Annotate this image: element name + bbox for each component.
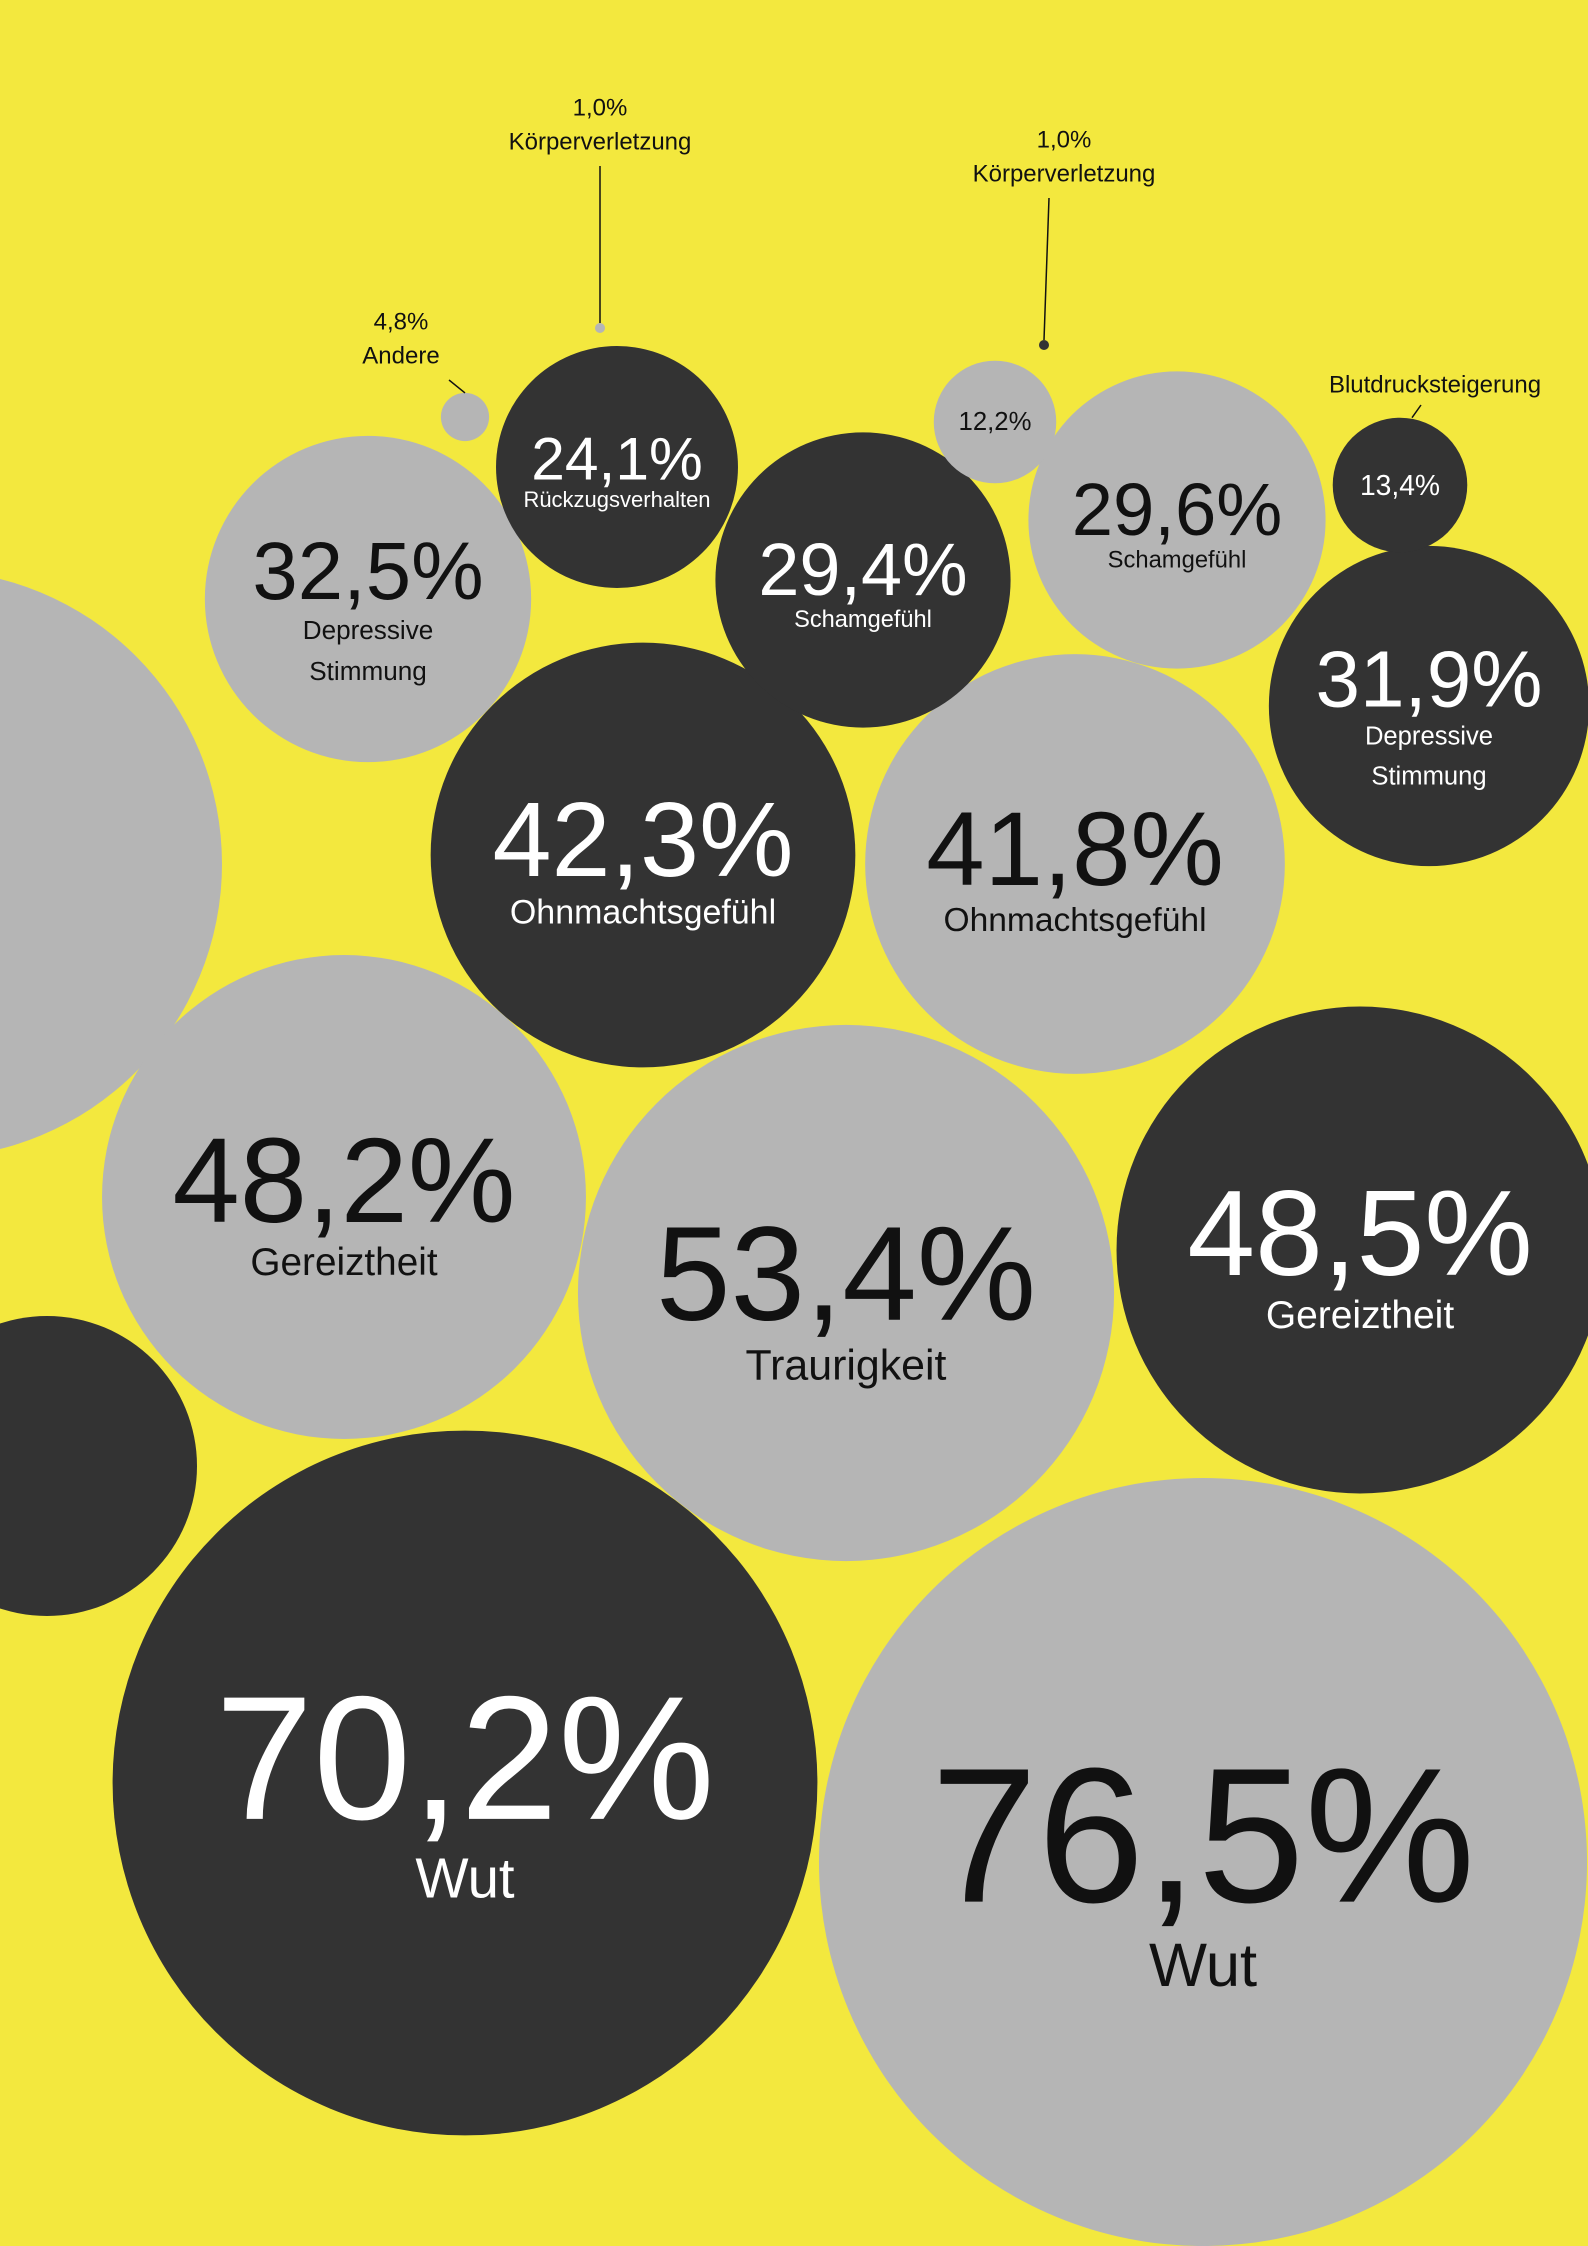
value-label: 29,6% (1072, 468, 1283, 551)
value-label: 4,8% (374, 309, 429, 336)
leader-line (1411, 404, 1422, 419)
bubble (102, 955, 586, 1439)
bubble (1116, 1006, 1588, 1494)
bubble (112, 1430, 818, 2136)
bubble (865, 654, 1285, 1074)
bubble (1332, 417, 1468, 553)
bubble (594, 322, 606, 334)
bubble-label: Wut (1149, 1931, 1257, 2000)
bubble-label: Traurigkeit (746, 1341, 947, 1389)
bubble-label: Gereiztheit (1266, 1294, 1454, 1337)
bubble (577, 1024, 1115, 1562)
bubble-label: Körperverletzung (509, 129, 692, 156)
value-label: 29,4% (758, 528, 967, 611)
value-label: 13,4% (1360, 469, 1440, 501)
bubble-label: Rückzugsverhalten (523, 487, 710, 512)
decor-bubble (0, 579, 222, 1149)
bubble (204, 435, 532, 763)
bubble-label: Depressive Stimmung (1365, 722, 1493, 790)
bubble (1268, 545, 1588, 867)
value-label: 24,1% (531, 425, 703, 493)
value-label: 53,4% (656, 1200, 1036, 1349)
bubble-label: Ohnmachtsgefühl (510, 893, 776, 931)
value-label: 70,2% (215, 1660, 715, 1857)
bubble-label: Körperverletzung (973, 161, 1156, 188)
leader-line (1043, 197, 1050, 341)
bubble (496, 346, 738, 588)
bubble-label: Gereiztheit (250, 1241, 437, 1284)
value-label: 1,0% (1037, 127, 1092, 154)
label-line: Depressive (1365, 722, 1493, 750)
decor-bubble (0, 1316, 197, 1616)
bubble (819, 1478, 1587, 2246)
value-label: 42,3% (492, 781, 793, 899)
value-label: 1,0% (573, 95, 628, 122)
bubble-label: Schamgefühl (794, 607, 932, 633)
bubble-label: Schamgefühl (1108, 547, 1247, 574)
label-line: Stimmung (1371, 762, 1486, 790)
value-label: 48,5% (1187, 1165, 1532, 1301)
leader-line (448, 379, 466, 394)
bubble-label: Blutdrucksteigerung (1329, 372, 1541, 399)
bubble (933, 360, 1057, 484)
value-label: 32,5% (252, 526, 483, 617)
value-label: 41,8% (926, 791, 1223, 908)
bubble-label: Wut (415, 1847, 515, 1910)
bubble (440, 392, 490, 442)
label-line: Stimmung (309, 656, 426, 686)
value-label: 31,9% (1316, 634, 1543, 723)
bubble-label: Depressive Stimmung (303, 615, 434, 686)
bubble (430, 642, 856, 1068)
bubble (715, 432, 1011, 728)
value-label: 12,2% (959, 408, 1032, 436)
label-line: Depressive (303, 615, 434, 645)
bubble-label: Andere (362, 343, 439, 370)
value-label: 48,2% (172, 1112, 515, 1248)
bubble (1038, 339, 1050, 351)
value-label: 76,5% (931, 1728, 1475, 1943)
bubble (1028, 371, 1326, 669)
bubble-label: Ohnmachtsgefühl (943, 902, 1206, 939)
